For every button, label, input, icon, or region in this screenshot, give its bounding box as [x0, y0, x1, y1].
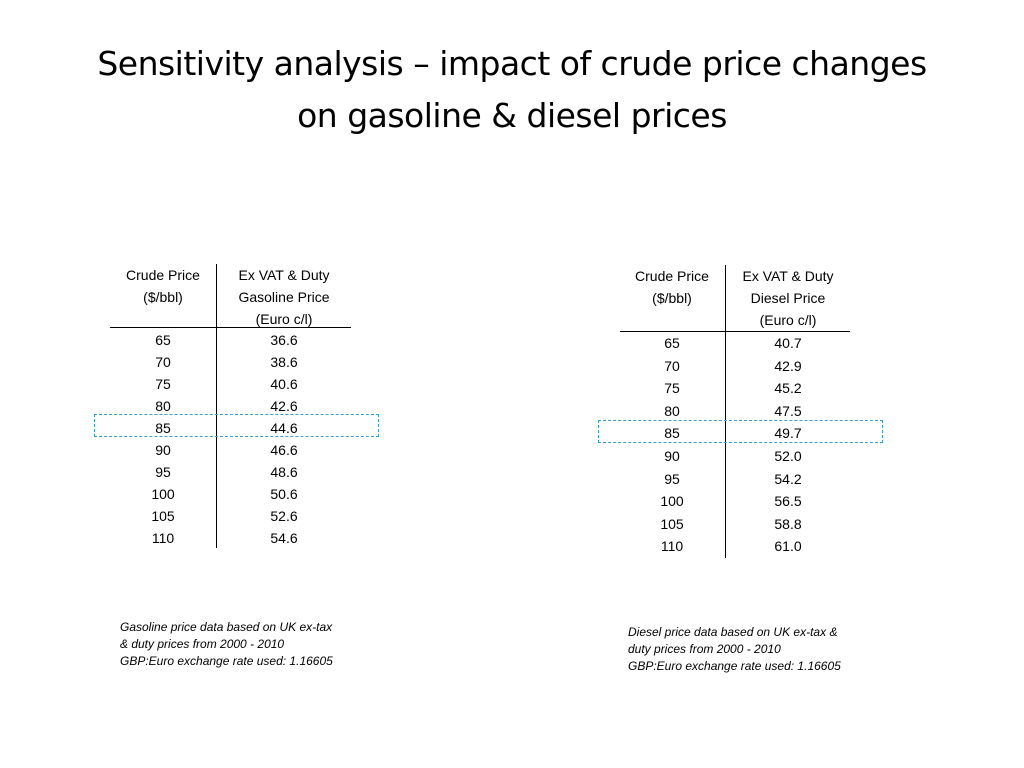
header-line: Crude Price — [635, 268, 709, 284]
table-row: 100 56.5 — [618, 490, 868, 512]
header-line: Gasoline Price — [238, 289, 330, 305]
diesel-price-table: Crude Price ($/bbl) Ex VAT & Duty Diesel… — [598, 265, 908, 565]
slide-title: Sensitivity analysis – impact of crude p… — [0, 38, 1024, 142]
crude-price-cell: 90 — [664, 448, 680, 464]
crude-price-cell: 85 — [155, 420, 171, 436]
crude-price-cell: 75 — [664, 380, 680, 397]
header-divider — [110, 327, 351, 328]
note-line: & duty prices from 2000 - 2010 — [120, 637, 285, 651]
table-row: 90 52.0 — [618, 445, 868, 467]
fuel-price-cell: 46.6 — [270, 442, 298, 458]
crude-price-cell: 65 — [155, 332, 171, 348]
table-row: 75 40.6 — [108, 373, 358, 395]
gasoline-data-note: Gasoline price data based on UK ex-tax &… — [120, 619, 333, 670]
header-divider — [620, 331, 850, 332]
table-row: 105 58.8 — [618, 513, 868, 535]
note-line: duty prices from 2000 - 2010 — [628, 642, 781, 656]
fuel-price-cell: 44.6 — [270, 420, 298, 436]
fuel-price-cell: 40.6 — [270, 376, 298, 392]
fuel-price-cell: 50.6 — [270, 486, 298, 502]
header-line: Ex VAT & Duty — [742, 268, 834, 284]
crude-price-cell: 110 — [660, 538, 684, 555]
fuel-price-cell: 38.6 — [270, 354, 298, 370]
crude-price-cell: 65 — [664, 335, 680, 351]
table-row: 70 38.6 — [108, 351, 358, 373]
fuel-price-cell: 54.6 — [270, 530, 298, 546]
diesel-price-header: Ex VAT & Duty Diesel Price (Euro c/l) — [728, 265, 848, 331]
crude-price-cell: 105 — [151, 508, 175, 524]
crude-price-header: Crude Price ($/bbl) — [618, 265, 726, 309]
table-row: 80 47.5 — [618, 400, 868, 422]
crude-price-cell: 85 — [664, 425, 680, 442]
table-row: 95 54.2 — [618, 468, 868, 490]
gasoline-price-table: Crude Price ($/bbl) Ex VAT & Duty Gasoli… — [94, 264, 398, 564]
fuel-price-cell: 47.5 — [774, 402, 802, 419]
header-line: (Euro c/l) — [759, 312, 817, 328]
fuel-price-cell: 52.0 — [774, 448, 802, 464]
fuel-price-cell: 48.6 — [270, 464, 298, 480]
crude-price-cell: 75 — [155, 376, 171, 392]
table-row: 85 49.7 — [618, 422, 868, 444]
crude-price-cell: 80 — [155, 398, 171, 414]
table-row: 90 46.6 — [108, 439, 358, 461]
table-row: 80 42.6 — [108, 395, 358, 417]
highlight-box — [598, 420, 883, 443]
header-line: ($/bbl) — [143, 289, 183, 305]
column-divider — [216, 264, 217, 548]
fuel-price-cell: 42.6 — [270, 398, 298, 414]
note-line: GBP:Euro exchange rate used: 1.16605 — [628, 659, 841, 673]
crude-price-cell: 80 — [664, 402, 680, 419]
table-row: 95 48.6 — [108, 461, 358, 483]
header-line: (Euro c/l) — [255, 311, 313, 327]
table-row: 65 36.6 — [108, 329, 358, 351]
table-row: 65 40.7 — [618, 332, 868, 354]
title-line-1: Sensitivity analysis – impact of crude p… — [97, 44, 927, 83]
fuel-price-cell: 49.7 — [774, 425, 802, 442]
table-row: 100 50.6 — [108, 483, 358, 505]
crude-price-cell: 70 — [155, 354, 171, 370]
fuel-price-cell: 56.5 — [774, 493, 802, 510]
crude-price-cell: 110 — [151, 530, 175, 546]
crude-price-cell: 90 — [155, 442, 171, 458]
fuel-price-cell: 54.2 — [774, 470, 802, 487]
crude-price-cell: 95 — [664, 470, 680, 487]
fuel-price-cell: 58.8 — [774, 515, 802, 532]
table-row: 85 44.6 — [108, 417, 358, 439]
fuel-price-cell: 45.2 — [774, 380, 802, 397]
table-row: 110 61.0 — [618, 535, 868, 557]
note-line: Diesel price data based on UK ex-tax & — [628, 625, 838, 639]
fuel-price-cell: 36.6 — [270, 332, 298, 348]
crude-price-cell: 70 — [664, 357, 680, 374]
header-line: ($/bbl) — [652, 290, 692, 306]
header-line: Diesel Price — [750, 290, 826, 306]
fuel-price-cell: 42.9 — [774, 357, 802, 374]
title-line-2: on gasoline & diesel prices — [297, 96, 727, 135]
fuel-price-cell: 40.7 — [774, 335, 802, 351]
column-divider — [725, 265, 726, 558]
table-row: 105 52.6 — [108, 505, 358, 527]
table-row: 75 45.2 — [618, 377, 868, 399]
fuel-price-cell: 61.0 — [774, 538, 802, 555]
highlight-box — [94, 414, 379, 437]
table-row: 70 42.9 — [618, 355, 868, 377]
crude-price-header: Crude Price ($/bbl) — [108, 264, 218, 308]
crude-price-cell: 100 — [151, 486, 175, 502]
note-line: GBP:Euro exchange rate used: 1.16605 — [120, 654, 333, 668]
note-line: Gasoline price data based on UK ex-tax — [120, 620, 333, 634]
header-line: Ex VAT & Duty — [238, 267, 330, 283]
crude-price-cell: 100 — [660, 493, 684, 510]
table-row: 110 54.6 — [108, 527, 358, 549]
crude-price-cell: 105 — [660, 515, 684, 532]
gasoline-price-header: Ex VAT & Duty Gasoline Price (Euro c/l) — [220, 264, 348, 330]
crude-price-cell: 95 — [155, 464, 171, 480]
fuel-price-cell: 52.6 — [270, 508, 298, 524]
diesel-data-note: Diesel price data based on UK ex-tax & d… — [628, 624, 841, 675]
header-line: Crude Price — [126, 267, 200, 283]
